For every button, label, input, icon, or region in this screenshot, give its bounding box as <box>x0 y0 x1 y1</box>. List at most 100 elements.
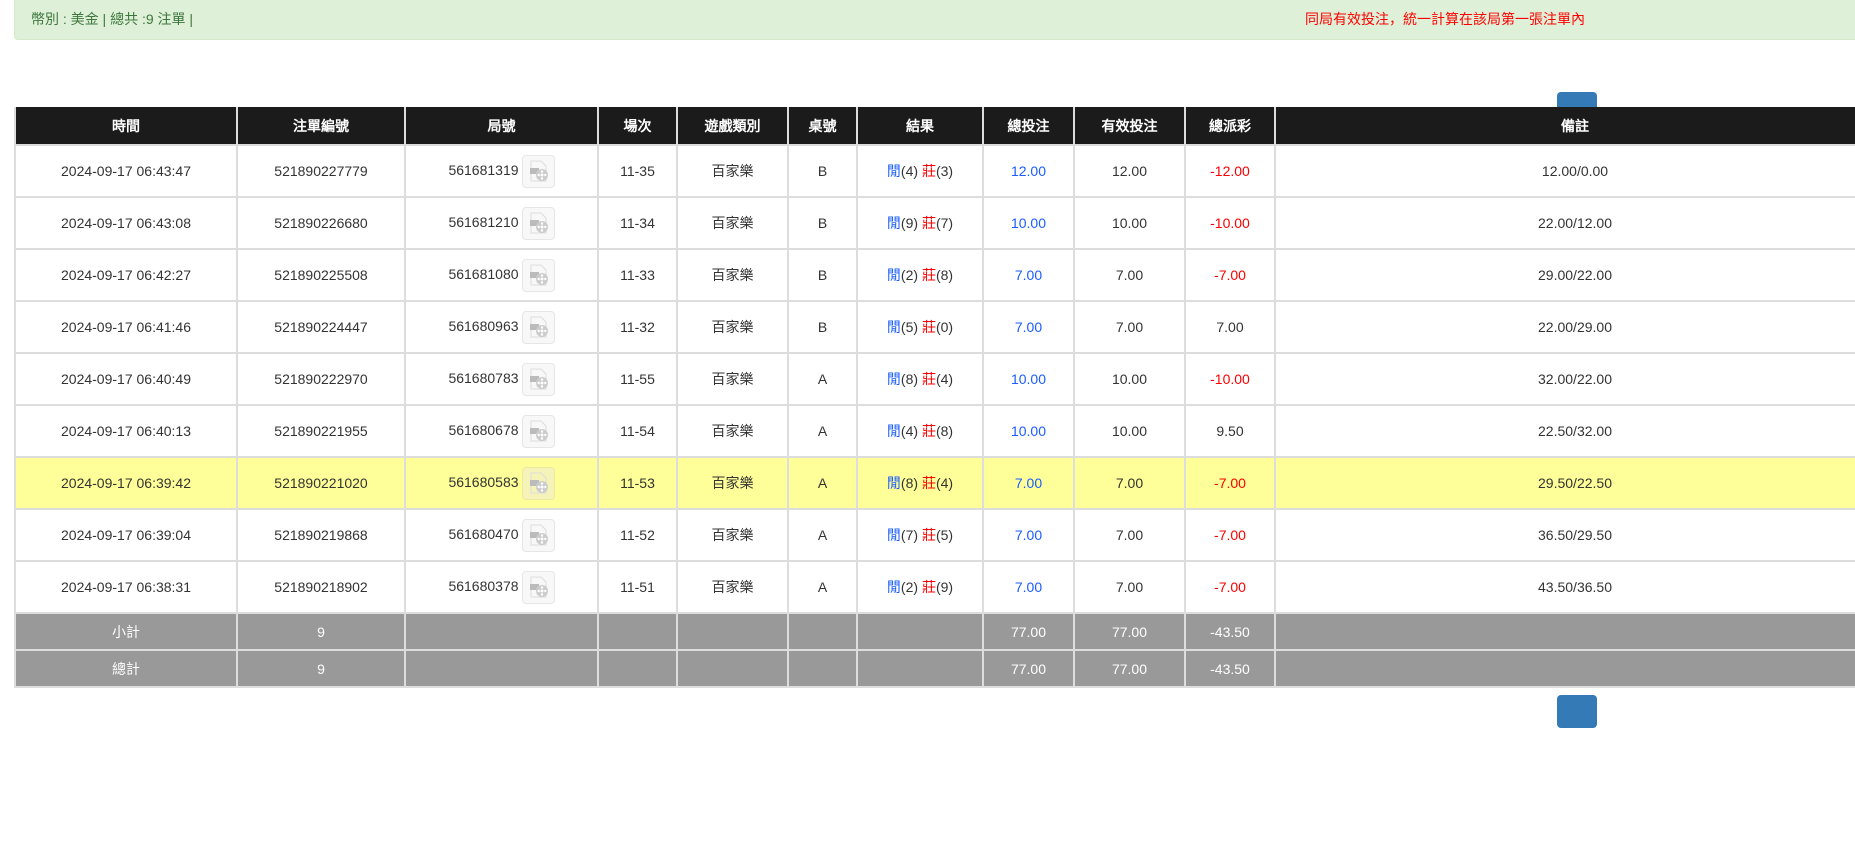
bet-id-cell: 521890222970 <box>236 352 406 406</box>
note-cell: 22.00/29.00 <box>1274 300 1855 354</box>
round-number: 561681319 <box>448 161 519 178</box>
payout-cell: 7.00 <box>1184 300 1276 354</box>
note-cell: 29.50/22.50 <box>1274 456 1855 510</box>
round-number: 561680583 <box>448 473 519 490</box>
video-replay-icon[interactable] <box>521 466 555 500</box>
bet-id-cell: 521890221020 <box>236 456 406 510</box>
valid-bet-cell: 10.00 <box>1073 404 1186 458</box>
result-cell: 閒(4) 莊(8) <box>856 404 984 458</box>
table-row[interactable]: 2024-09-17 06:39:42 521890221020 561680583… <box>14 456 1855 510</box>
result-cell: 閒(2) 莊(8) <box>856 248 984 302</box>
table-row[interactable]: 2024-09-17 06:39:04 521890219868 561680470… <box>14 508 1855 562</box>
column-header: 總派彩 <box>1184 107 1276 146</box>
round-cell: 561680470 <box>404 508 599 562</box>
player-label: 閒 <box>886 319 901 335</box>
bottom-action-button[interactable] <box>1557 695 1597 728</box>
player-label: 閒 <box>886 579 901 595</box>
time-cell: 2024-09-17 06:39:04 <box>14 508 238 562</box>
bet-records-table: 時間 注單編號 局號 場次 遊戲類別 桌號 結果 總投注 有效投注 總派彩 備註 2024-09-1… <box>14 107 1855 688</box>
banker-score: (0) <box>935 319 954 335</box>
banker-score: (9) <box>935 579 954 595</box>
player-label: 閒 <box>886 267 901 283</box>
shoe-cell: 11-52 <box>597 508 678 562</box>
table-row[interactable]: 2024-09-17 06:41:46 521890224447 561680963… <box>14 300 1855 354</box>
shoe-cell: 11-51 <box>597 560 678 614</box>
banker-score: (4) <box>935 475 954 491</box>
note-cell: 29.00/22.00 <box>1274 248 1855 302</box>
time-cell: 2024-09-17 06:40:49 <box>14 352 238 406</box>
shoe-cell: 11-32 <box>597 300 678 354</box>
game-type-cell: 百家樂 <box>676 508 789 562</box>
banker-label: 莊 <box>921 319 936 335</box>
valid-bet-cell: 12.00 <box>1073 144 1186 198</box>
note-cell: 22.50/32.00 <box>1274 404 1855 458</box>
result-cell: 閒(8) 莊(4) <box>856 352 984 406</box>
column-header: 遊戲類別 <box>676 107 789 146</box>
result-cell: 閒(9) 莊(7) <box>856 196 984 250</box>
column-header: 局號 <box>404 107 599 146</box>
grandtotal-row: 總計 9 77.00 77.00 -43.50 <box>14 649 1855 688</box>
video-replay-icon[interactable] <box>521 154 555 188</box>
banker-score: (7) <box>935 215 954 231</box>
total-bet-cell: 7.00 <box>982 508 1075 562</box>
video-replay-icon[interactable] <box>521 258 555 292</box>
banker-label: 莊 <box>921 215 936 231</box>
payout-cell: 9.50 <box>1184 404 1276 458</box>
video-replay-icon[interactable] <box>521 206 555 240</box>
valid-bet-cell: 7.00 <box>1073 248 1186 302</box>
round-cell: 561680783 <box>404 352 599 406</box>
grandtotal-valid-bet: 77.00 <box>1073 649 1186 688</box>
table-row[interactable]: 2024-09-17 06:40:13 521890221955 561680678… <box>14 404 1855 458</box>
table-row[interactable]: 2024-09-17 06:42:27 521890225508 561681080… <box>14 248 1855 302</box>
table-number-cell: A <box>787 352 858 406</box>
note-cell: 43.50/36.50 <box>1274 560 1855 614</box>
valid-bet-cell: 10.00 <box>1073 352 1186 406</box>
game-type-cell: 百家樂 <box>676 248 789 302</box>
grandtotal-total-bet: 77.00 <box>982 649 1075 688</box>
round-cell: 561680678 <box>404 404 599 458</box>
video-replay-icon[interactable] <box>521 310 555 344</box>
round-cell: 561680963 <box>404 300 599 354</box>
table-row[interactable]: 2024-09-17 06:40:49 521890222970 561680783… <box>14 352 1855 406</box>
subtotal-payout: -43.50 <box>1184 612 1276 651</box>
result-cell: 閒(4) 莊(3) <box>856 144 984 198</box>
player-score: (4) <box>900 163 919 179</box>
video-replay-icon[interactable] <box>521 518 555 552</box>
table-number-cell: A <box>787 508 858 562</box>
banker-label: 莊 <box>921 579 936 595</box>
round-number: 561680378 <box>448 577 519 594</box>
time-cell: 2024-09-17 06:38:31 <box>14 560 238 614</box>
round-number: 561681080 <box>448 265 519 282</box>
total-bet-cell: 7.00 <box>982 560 1075 614</box>
total-bet-cell: 7.00 <box>982 248 1075 302</box>
round-cell: 561681080 <box>404 248 599 302</box>
table-row[interactable]: 2024-09-17 06:43:08 521890226680 561681210… <box>14 196 1855 250</box>
bet-id-cell: 521890227779 <box>236 144 406 198</box>
table-number-cell: B <box>787 248 858 302</box>
shoe-cell: 11-35 <box>597 144 678 198</box>
bet-id-cell: 521890224447 <box>236 300 406 354</box>
round-number: 561680963 <box>448 317 519 334</box>
table-number-cell: B <box>787 300 858 354</box>
banker-label: 莊 <box>921 267 936 283</box>
video-replay-icon[interactable] <box>521 362 555 396</box>
round-number: 561680470 <box>448 525 519 542</box>
table-row[interactable]: 2024-09-17 06:38:31 521890218902 561680378… <box>14 560 1855 614</box>
table-row[interactable]: 2024-09-17 06:43:47 521890227779 561681319… <box>14 144 1855 198</box>
total-bet-cell: 10.00 <box>982 352 1075 406</box>
game-type-cell: 百家樂 <box>676 144 789 198</box>
player-score: (4) <box>900 423 919 439</box>
shoe-cell: 11-33 <box>597 248 678 302</box>
table-number-cell: A <box>787 456 858 510</box>
player-label: 閒 <box>886 527 901 543</box>
note-cell: 32.00/22.00 <box>1274 352 1855 406</box>
player-score: (9) <box>900 215 919 231</box>
payout-cell: -12.00 <box>1184 144 1276 198</box>
bet-id-cell: 521890225508 <box>236 248 406 302</box>
video-replay-icon[interactable] <box>521 570 555 604</box>
round-number: 561681210 <box>448 213 519 230</box>
game-type-cell: 百家樂 <box>676 300 789 354</box>
banker-score: (8) <box>935 267 954 283</box>
video-replay-icon[interactable] <box>521 414 555 448</box>
player-label: 閒 <box>886 371 901 387</box>
